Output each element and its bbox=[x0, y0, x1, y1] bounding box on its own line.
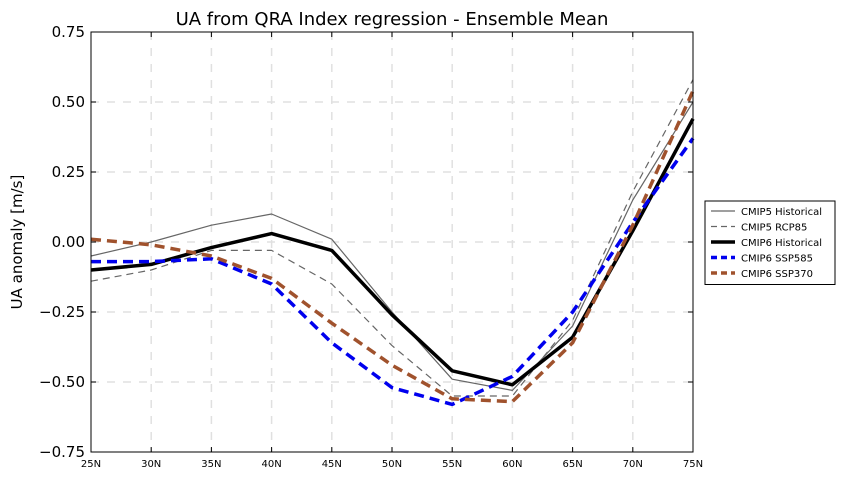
x-tick-label: 70N bbox=[623, 459, 643, 470]
series-lines bbox=[90, 79, 695, 407]
y-tick-label: 0.25 bbox=[52, 163, 85, 181]
x-tick-label: 25N bbox=[81, 459, 101, 470]
legend: CMIP5 Historical CMIP5 RCP85 CMIP6 Histori… bbox=[704, 200, 836, 285]
x-tick-label: 35N bbox=[201, 459, 221, 470]
y-axis-label: UA anomaly [m/s] bbox=[8, 175, 26, 310]
x-tick-label: 60N bbox=[502, 459, 522, 470]
axis-ticks: 25N 30N 35N 40N 45N 50N 55N 60N 65N 70N 75N −0.75 −0… bbox=[39, 23, 703, 470]
y-tick-label: −0.25 bbox=[39, 303, 85, 321]
y-tick-label: 0.00 bbox=[52, 233, 85, 251]
legend-label: CMIP6 SSP585 bbox=[741, 254, 813, 265]
x-tick-label: 55N bbox=[442, 459, 462, 470]
legend-label: CMIP6 SSP370 bbox=[741, 269, 813, 280]
series-line-5 bbox=[90, 90, 695, 404]
y-tick-label: −0.75 bbox=[39, 443, 85, 461]
x-tick-label: 45N bbox=[322, 459, 342, 470]
legend-label: CMIP5 Historical bbox=[741, 207, 822, 218]
y-tick-label: 0.75 bbox=[52, 23, 85, 41]
y-tick-label: 0.50 bbox=[52, 93, 85, 111]
x-tick-label: 65N bbox=[562, 459, 582, 470]
y-tick-label: −0.50 bbox=[39, 373, 85, 391]
series-line-4 bbox=[91, 137, 695, 407]
x-tick-label: 75N bbox=[683, 459, 703, 470]
x-tick-label: 50N bbox=[382, 459, 402, 470]
x-tick-label: 40N bbox=[261, 459, 281, 470]
grid bbox=[91, 32, 693, 452]
series-line-2 bbox=[90, 79, 694, 397]
x-tick-label: 30N bbox=[141, 459, 161, 470]
legend-label: CMIP6 Historical bbox=[741, 238, 822, 249]
legend-label: CMIP5 RCP85 bbox=[741, 223, 807, 234]
chart-title: UA from QRA Index regression - Ensemble … bbox=[176, 9, 609, 30]
